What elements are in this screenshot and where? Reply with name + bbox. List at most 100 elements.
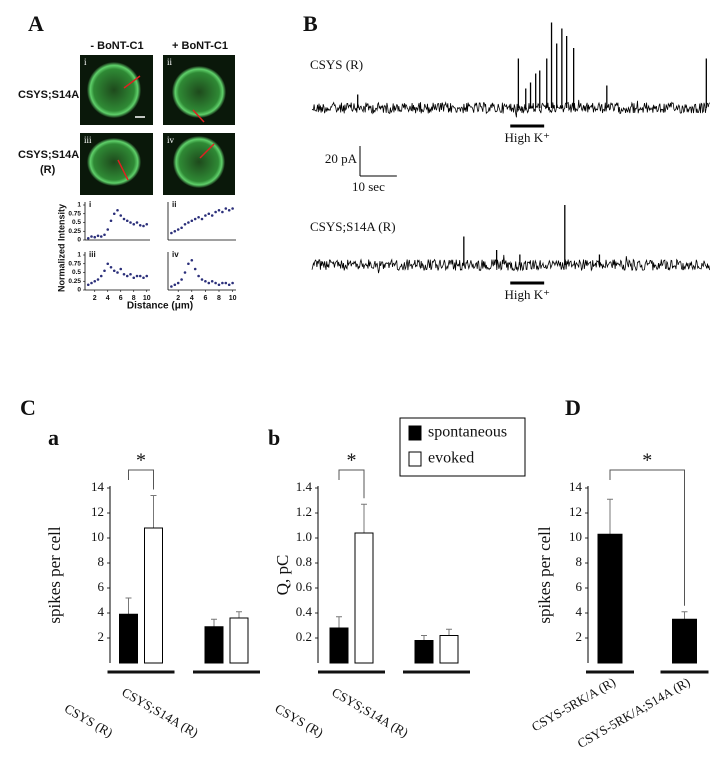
x-tick-label: CSYS (R) xyxy=(62,701,115,741)
micrograph: ii xyxy=(163,55,235,125)
y-axis-label: spikes per cell xyxy=(45,526,64,624)
data-point xyxy=(214,281,217,285)
y-tick-label: 0.75 xyxy=(68,210,81,217)
data-point xyxy=(173,229,177,233)
data-point xyxy=(125,219,129,223)
subpanel-label: b xyxy=(268,425,280,450)
plot-label: i xyxy=(89,200,91,209)
y-tick-label: 0.2 xyxy=(296,629,312,644)
image-label: ii xyxy=(167,57,173,67)
data-point xyxy=(112,269,116,273)
y-tick-label: 0.5 xyxy=(72,269,81,276)
y-tick-label: 6 xyxy=(98,579,105,594)
image-label: iii xyxy=(84,135,92,145)
data-point xyxy=(227,208,231,212)
trace-label: CSYS;S14A (R) xyxy=(310,219,396,234)
data-point xyxy=(116,271,119,274)
y-tick-label: 10 xyxy=(91,529,104,544)
x-tick-label: 4 xyxy=(190,295,194,302)
y-tick-label: 4 xyxy=(98,604,105,619)
y-axis-label: spikes per cell xyxy=(535,526,554,624)
y-tick-label: 0.25 xyxy=(68,228,81,235)
legend-swatch xyxy=(408,451,422,467)
y-tick-label: 0.25 xyxy=(68,278,81,285)
y-tick-label: 0.8 xyxy=(296,554,312,569)
significance-label: * xyxy=(347,450,357,472)
data-point xyxy=(99,235,103,238)
legend-swatch xyxy=(408,425,422,441)
y-tick-label: 0.5 xyxy=(72,219,81,226)
data-point xyxy=(103,269,106,273)
data-point xyxy=(125,274,129,278)
data-point xyxy=(135,274,139,278)
data-point xyxy=(193,267,197,271)
data-point xyxy=(200,278,204,281)
data-point xyxy=(132,222,136,226)
panel-label: B xyxy=(303,11,318,36)
y-tick-label: 14 xyxy=(569,479,583,494)
image-label: iv xyxy=(167,135,175,145)
bar xyxy=(229,617,249,664)
data-point xyxy=(145,274,149,278)
data-point xyxy=(180,278,183,281)
data-point xyxy=(112,212,116,216)
data-point xyxy=(170,285,173,288)
data-point xyxy=(122,272,126,276)
data-point xyxy=(96,234,100,238)
column-label: - BoNT-C1 xyxy=(90,40,143,52)
subpanel-label: a xyxy=(48,425,59,450)
data-point xyxy=(204,214,207,217)
data-point xyxy=(217,208,221,212)
data-point xyxy=(200,217,204,221)
data-point xyxy=(187,262,190,266)
x-tick-label: 2 xyxy=(176,295,180,302)
data-point xyxy=(129,272,132,276)
plot-label: iii xyxy=(89,250,96,259)
legend-label: spontaneous xyxy=(428,424,507,441)
data-point xyxy=(187,221,190,224)
bar xyxy=(144,527,163,664)
data-point xyxy=(207,212,211,216)
x-tick-label: 10 xyxy=(229,295,237,302)
data-point xyxy=(106,228,110,231)
data-point xyxy=(90,235,93,238)
data-point xyxy=(207,281,211,285)
significance-bracket xyxy=(338,469,365,499)
x-tick-label: CSYS;S14A (R) xyxy=(329,684,411,740)
y-tick-label: 0 xyxy=(77,237,81,244)
panel-label: C xyxy=(20,395,36,420)
y-tick-label: 8 xyxy=(576,554,583,569)
data-point xyxy=(204,279,207,283)
y-tick-label: 1.4 xyxy=(296,479,313,494)
data-point xyxy=(231,281,234,285)
data-point xyxy=(221,281,224,285)
data-point xyxy=(190,219,194,223)
y-tick-label: 1 xyxy=(77,252,81,259)
row-label: CSYS;S14A xyxy=(18,89,79,101)
y-tick-label: 1.2 xyxy=(296,504,312,519)
bar xyxy=(204,626,224,664)
micrograph: iii xyxy=(80,133,153,195)
x-tick-label: 2 xyxy=(93,295,97,302)
data-point xyxy=(86,283,90,287)
data-point xyxy=(132,276,136,280)
y-tick-label: 14 xyxy=(91,479,105,494)
y-tick-label: 0.4 xyxy=(296,604,313,619)
stimulus-label: High K⁺ xyxy=(504,130,550,145)
y-tick-label: 0.6 xyxy=(296,579,313,594)
data-point xyxy=(221,210,224,214)
x-tick-label: 10 xyxy=(143,295,151,302)
data-point xyxy=(122,217,126,221)
data-point xyxy=(138,274,142,278)
data-point xyxy=(217,283,221,287)
bar xyxy=(672,618,697,664)
data-point xyxy=(129,221,132,224)
x-tick-label: CSYS (R) xyxy=(273,701,326,741)
y-tick-label: 12 xyxy=(91,504,104,519)
data-point xyxy=(109,265,113,269)
data-point xyxy=(176,281,180,285)
data-point xyxy=(86,236,90,240)
trace-label: CSYS (R) xyxy=(310,57,363,72)
data-point xyxy=(173,283,177,287)
significance-label: * xyxy=(642,450,652,472)
